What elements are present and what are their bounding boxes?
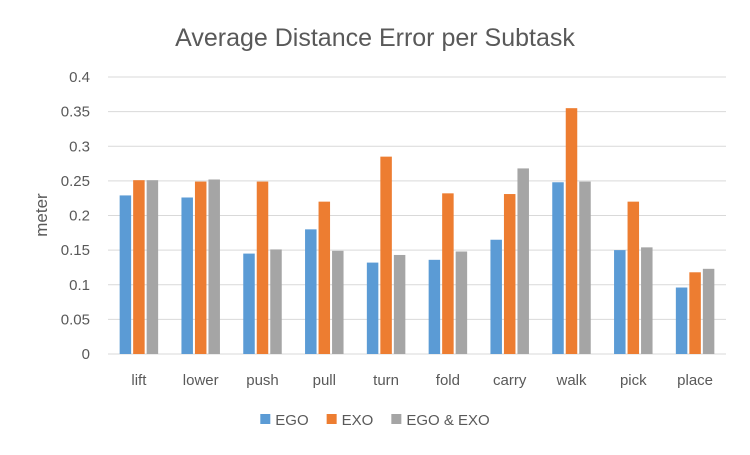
bar-ego-pull — [305, 229, 317, 354]
y-tick-label: 0.05 — [61, 311, 90, 328]
bar-ego-and-exo-lift — [146, 180, 159, 354]
bar-exo-turn — [380, 156, 392, 354]
y-tick-label: 0.4 — [69, 69, 90, 86]
x-tick-label-carry: carry — [493, 372, 527, 389]
bar-ego-and-exo-push — [270, 249, 282, 354]
x-tick-label-pull: pull — [313, 372, 336, 389]
bar-ego-and-exo-lower — [208, 179, 220, 354]
y-tick-label: 0.35 — [61, 104, 90, 121]
legend-item-ego: EGO — [260, 412, 309, 429]
bar-ego-turn — [366, 262, 379, 354]
bar-exo-walk — [565, 108, 578, 354]
x-tick-label-push: push — [246, 372, 279, 389]
bar-exo-carry — [503, 194, 516, 354]
x-axis-ticks: lift lower push pull turn fold carry walk pick pl… — [131, 372, 713, 389]
chart-title: Average Distance Error per Subtask — [175, 24, 575, 52]
x-tick-label-fold: fold — [436, 372, 460, 389]
bar-ego-and-exo-fold — [455, 251, 468, 354]
bar-ego-push — [243, 253, 255, 354]
bar-exo-pick — [627, 201, 640, 354]
x-tick-label-walk: walk — [555, 372, 587, 389]
bar-ego-lower — [181, 197, 193, 354]
y-tick-label: 0.2 — [69, 208, 90, 225]
legend-label: EGO — [275, 412, 308, 429]
bars — [119, 108, 715, 354]
bar-exo-place — [689, 272, 701, 354]
y-tick-label: 0.3 — [69, 138, 90, 155]
legend-item-exo: EXO — [326, 412, 374, 429]
legend-swatch — [391, 414, 402, 424]
bar-ego-carry — [490, 239, 502, 354]
legend-item-ego-and-exo: EGO & EXO — [391, 412, 490, 429]
bar-exo-fold — [442, 193, 454, 354]
bar-ego-and-exo-pick — [641, 247, 653, 354]
bar-exo-pull — [318, 201, 331, 354]
x-tick-label-place: place — [677, 372, 713, 389]
legend: EGO EXO EGO & EXO — [260, 412, 490, 429]
legend-swatch — [260, 414, 271, 424]
y-tick-label: 0.15 — [61, 242, 90, 259]
x-tick-label-lower: lower — [183, 372, 219, 389]
bar-ego-walk — [552, 182, 564, 354]
y-axis-label: meter — [32, 193, 51, 237]
x-tick-label-turn: turn — [373, 372, 399, 389]
bar-ego-and-exo-pull — [332, 250, 344, 354]
bar-exo-lift — [133, 180, 145, 354]
bar-ego-fold — [428, 259, 441, 354]
bar-ego-place — [675, 287, 688, 354]
y-tick-label: 0.1 — [69, 277, 90, 294]
y-tick-label: 0 — [82, 346, 90, 363]
legend-label: EGO & EXO — [406, 412, 489, 429]
y-tick-label: 0.25 — [61, 173, 90, 190]
legend-label: EXO — [342, 412, 374, 429]
bar-ego-and-exo-turn — [393, 254, 406, 354]
bar-ego-pick — [614, 250, 626, 354]
bar-ego-and-exo-carry — [517, 168, 529, 354]
legend-swatch — [326, 414, 337, 424]
bar-exo-lower — [194, 181, 207, 354]
bar-ego-and-exo-place — [702, 268, 715, 354]
x-tick-label-lift: lift — [131, 372, 147, 389]
bar-ego-and-exo-walk — [579, 181, 591, 354]
bar-exo-push — [256, 181, 269, 354]
x-tick-label-pick: pick — [620, 372, 647, 389]
y-axis-ticks: 0 0.05 0.1 0.15 0.2 0.25 0.3 0.35 0.4 — [61, 69, 90, 363]
bar-ego-lift — [119, 195, 132, 354]
